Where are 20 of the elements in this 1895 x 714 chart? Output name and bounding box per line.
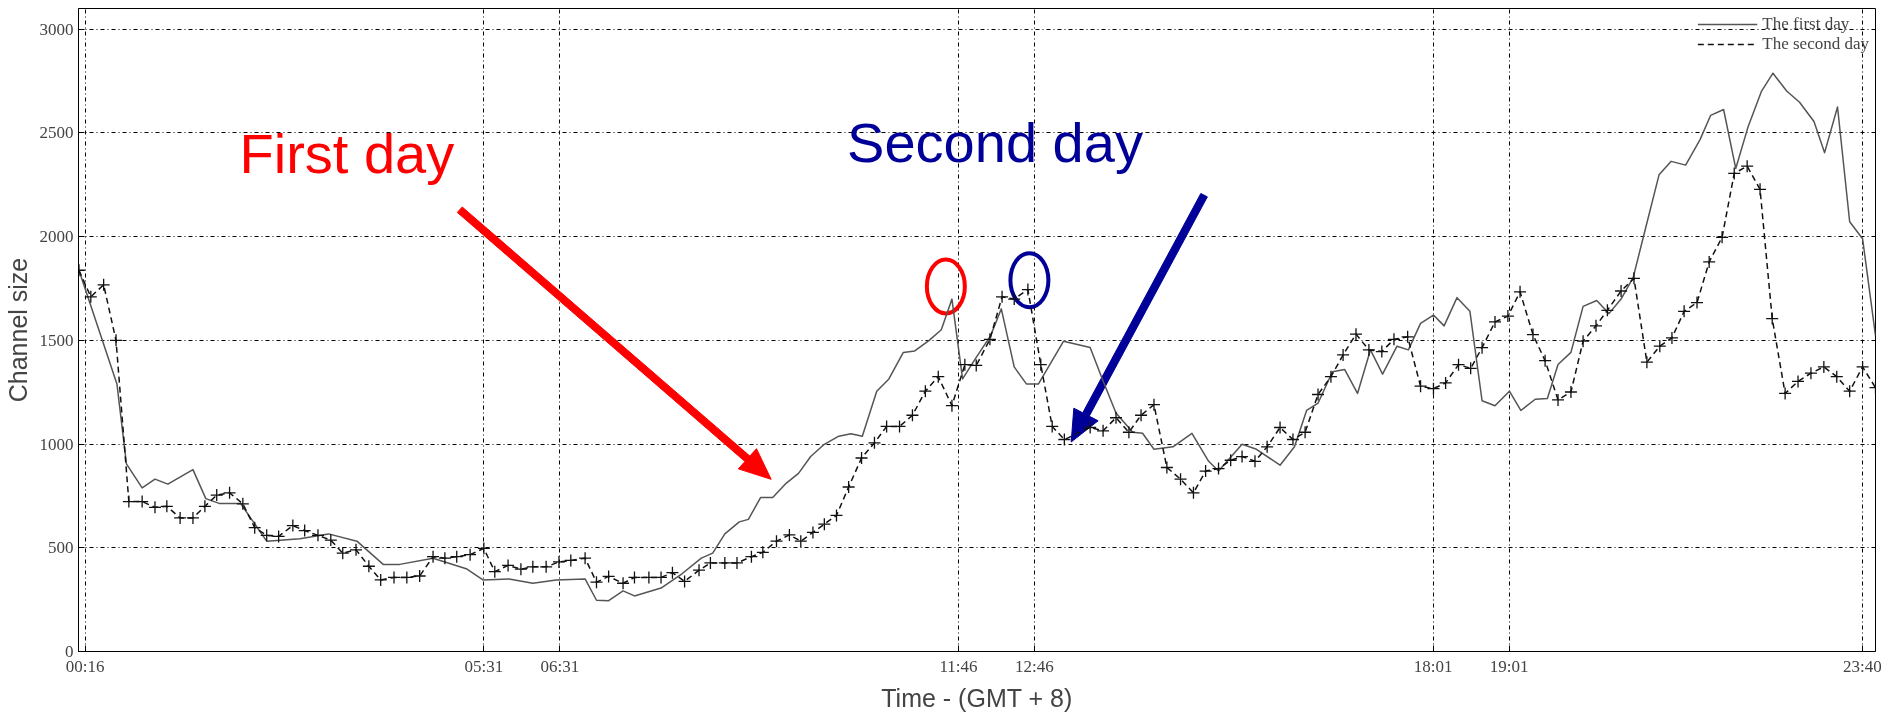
legend-label: The second day — [1762, 34, 1869, 54]
annotation: Second day — [847, 111, 1143, 175]
x-tick-label: 06:31 — [540, 656, 580, 676]
y-tick-label: 500 — [48, 538, 74, 558]
y-tick-label: 1500 — [39, 330, 74, 350]
y-axis-title: Channel size — [3, 257, 32, 403]
y-tick-label: 1000 — [39, 434, 74, 454]
x-tick-label: 18:01 — [1413, 656, 1453, 676]
y-tick-label: 2000 — [39, 227, 74, 247]
annotation: First day — [239, 121, 455, 185]
y-tick-label: 3000 — [39, 19, 74, 39]
x-tick-label: 19:01 — [1489, 656, 1529, 676]
x-tick-label: 12:46 — [1015, 656, 1054, 676]
x-axis-title: Time - (GMT + 8) — [881, 683, 1073, 712]
x-tick-label: 11:46 — [939, 656, 978, 676]
x-tick-label: 23:40 — [1842, 656, 1882, 676]
x-tick-label: 05:31 — [464, 656, 504, 676]
y-tick-label: 2500 — [39, 123, 74, 143]
legend-label: The first day — [1762, 14, 1850, 34]
line-series — [78, 72, 1876, 602]
